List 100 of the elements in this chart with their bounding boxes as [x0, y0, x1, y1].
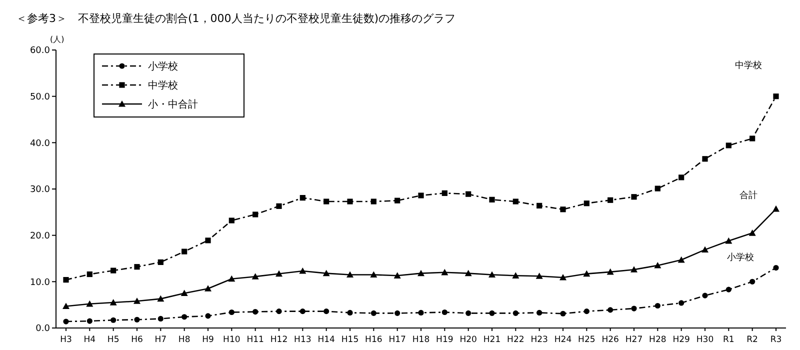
point	[466, 310, 472, 316]
point	[182, 248, 188, 254]
annotation: 合計	[739, 190, 758, 201]
point	[62, 302, 70, 310]
point	[631, 194, 637, 200]
point	[252, 273, 259, 280]
point	[536, 310, 542, 316]
x-tick-label: H16	[365, 335, 382, 345]
point	[702, 292, 708, 298]
x-tick-label: H10	[223, 335, 240, 345]
x-tick-label: H30	[696, 335, 714, 345]
point	[441, 268, 448, 276]
point	[654, 302, 660, 309]
x-tick-label: H18	[412, 335, 430, 345]
point	[750, 136, 756, 142]
point	[512, 198, 518, 204]
point	[322, 270, 330, 276]
point	[110, 317, 116, 323]
point	[158, 259, 164, 266]
x-tick-label: H5	[107, 335, 120, 345]
point	[205, 238, 211, 244]
point	[394, 310, 400, 316]
point	[252, 212, 258, 218]
point	[560, 310, 566, 316]
x-tick-label: H25	[578, 335, 596, 345]
point	[300, 195, 306, 201]
point	[394, 272, 401, 278]
y-axis-title: (人)	[50, 35, 64, 44]
point	[158, 316, 164, 322]
point	[394, 198, 400, 204]
x-tick-label: R3	[770, 335, 782, 345]
point	[418, 310, 424, 316]
point	[86, 318, 92, 324]
point	[489, 196, 495, 202]
point	[347, 310, 353, 316]
x-tick-label: H17	[388, 335, 406, 345]
point	[726, 142, 732, 148]
point	[466, 191, 472, 197]
point	[489, 310, 495, 316]
point	[86, 271, 92, 278]
point	[560, 206, 566, 212]
point	[228, 275, 236, 282]
x-tick-label: H21	[483, 335, 501, 345]
x-tick-label: H13	[294, 335, 312, 345]
x-tick-label: H19	[436, 335, 454, 345]
x-tick-label: R2	[746, 335, 758, 345]
point	[750, 278, 756, 284]
point	[608, 307, 614, 313]
x-tick-label: H8	[178, 335, 190, 345]
point	[228, 309, 234, 316]
point	[180, 290, 188, 296]
point	[608, 197, 614, 203]
point	[276, 308, 282, 314]
point	[346, 271, 354, 278]
point	[324, 198, 330, 204]
legend-label: 小学校	[148, 60, 178, 72]
x-tick-label: H14	[318, 335, 335, 345]
point	[536, 272, 543, 279]
point	[702, 156, 708, 162]
point	[678, 300, 684, 306]
point	[678, 174, 684, 180]
x-tick-label: H27	[625, 335, 643, 345]
y-tick-label: 50.0	[30, 92, 50, 102]
annotation: 小学校	[726, 252, 754, 263]
point	[606, 268, 614, 275]
point	[631, 306, 637, 312]
point	[726, 286, 732, 292]
point	[205, 313, 211, 319]
x-tick-label: H3	[60, 335, 72, 345]
point	[157, 295, 164, 302]
y-tick-label: 60.0	[30, 46, 50, 56]
point	[654, 262, 662, 268]
x-tick-label: H15	[341, 335, 359, 345]
point	[583, 270, 590, 277]
point	[86, 300, 94, 307]
x-tick-label: H12	[270, 335, 288, 345]
point	[276, 270, 282, 277]
x-tick-label: H23	[530, 335, 548, 345]
y-tick-label: 10.0	[30, 278, 50, 288]
point	[134, 264, 140, 270]
point	[584, 200, 590, 206]
point	[110, 268, 116, 274]
point	[228, 218, 234, 224]
point	[324, 308, 330, 314]
x-tick-label: H4	[84, 335, 96, 345]
point	[300, 308, 306, 314]
point	[442, 190, 448, 196]
point	[134, 316, 140, 322]
y-tick-label: 30.0	[30, 185, 50, 196]
point	[654, 186, 660, 192]
point	[252, 308, 258, 315]
x-tick-label: H28	[649, 335, 666, 345]
point	[678, 256, 685, 263]
point	[110, 299, 117, 306]
point	[442, 309, 448, 316]
point	[464, 270, 472, 276]
point	[134, 298, 140, 304]
point	[204, 285, 212, 292]
x-tick-label: H22	[507, 335, 524, 345]
point	[276, 203, 282, 209]
